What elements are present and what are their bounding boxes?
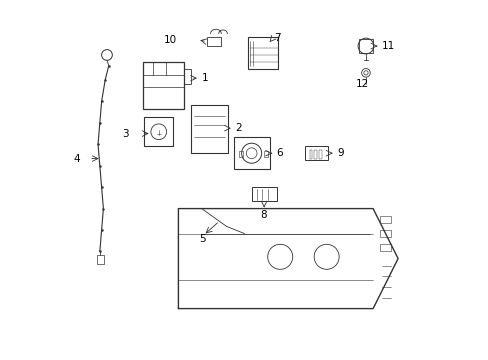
Text: 12: 12 — [355, 78, 368, 89]
Text: 5: 5 — [199, 234, 205, 244]
Text: 6: 6 — [276, 148, 283, 158]
Text: 1: 1 — [201, 73, 208, 83]
Text: 7: 7 — [273, 33, 280, 43]
Text: 3: 3 — [122, 129, 128, 139]
Text: 2: 2 — [235, 123, 242, 133]
Text: 10: 10 — [164, 35, 177, 45]
Text: 8: 8 — [260, 210, 266, 220]
Text: 9: 9 — [337, 148, 343, 158]
Text: 4: 4 — [73, 154, 80, 163]
Text: 11: 11 — [381, 41, 394, 51]
